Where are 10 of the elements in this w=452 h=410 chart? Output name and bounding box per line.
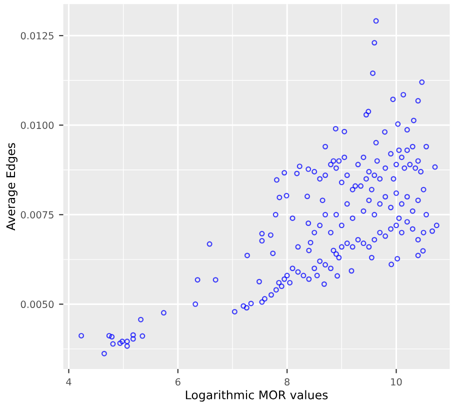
x-tick-label: 6	[175, 378, 180, 386]
y-tick-label: 0.0125	[20, 32, 54, 40]
y-tick-label: 0.0050	[20, 300, 54, 308]
y-tick-label: 0.0100	[20, 122, 54, 129]
y-tick-label: 0.0075	[20, 211, 54, 218]
x-tick-label: 4	[66, 378, 72, 386]
x-tick-label: 8	[284, 378, 290, 386]
y-axis-title: Average Edges	[6, 143, 18, 231]
x-tick-label: 10	[391, 378, 402, 386]
x-axis-title: Logarithmic MOR values	[186, 390, 328, 402]
